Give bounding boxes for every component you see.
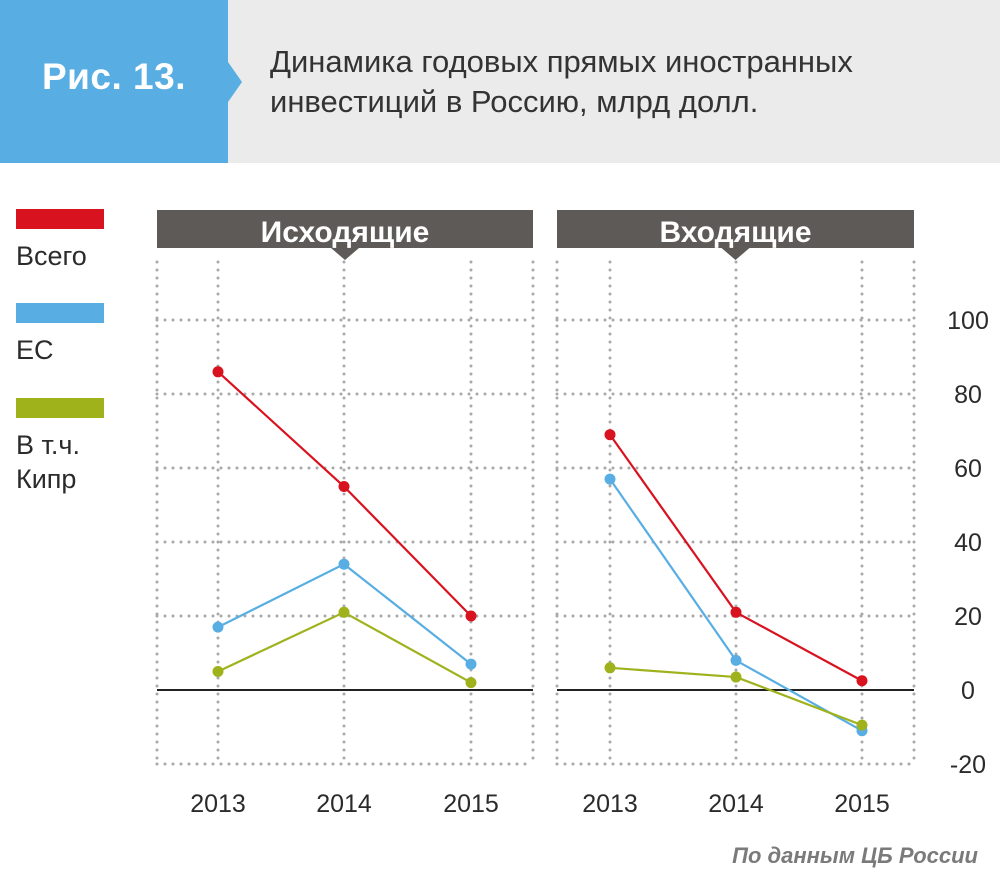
incoming-x-tick-label: 2014	[708, 790, 764, 818]
outgoing-x-tick-label: 2015	[443, 790, 499, 818]
incoming-y-tick-label: -20	[950, 751, 986, 779]
outgoing-point-total-2015	[465, 610, 477, 622]
incoming-y-tick-label: 0	[961, 677, 975, 705]
incoming-point-total-2013	[604, 429, 616, 441]
legend-label-cyprus-line-2: Кипр	[16, 464, 77, 494]
chart-title-line-1: Динамика годовых прямых иностранных	[270, 44, 853, 79]
incoming-point-cyprus-2015	[856, 719, 868, 731]
legend-swatch-eu	[16, 303, 104, 323]
chart-title-line-2: инвестиций в Россию, млрд долл.	[270, 84, 759, 119]
outgoing-point-eu-2015	[465, 658, 477, 670]
outgoing-point-cyprus-2013	[212, 666, 224, 677]
legend-label-eu: ЕС	[16, 333, 156, 367]
outgoing-point-total-2013	[212, 366, 224, 378]
outgoing-point-cyprus-2014	[338, 606, 350, 618]
incoming-point-total-2014	[730, 606, 742, 618]
incoming-y-tick-label: 40	[954, 529, 982, 557]
outgoing-x-tick-label: 2014	[316, 790, 372, 818]
incoming-point-eu-2014	[730, 654, 742, 666]
outgoing-point-cyprus-2015	[465, 677, 477, 689]
legend-label-cyprus-line-1: В т.ч.	[16, 430, 80, 460]
legend-label-total: Всего	[16, 239, 156, 273]
incoming-y-tick-label: 80	[954, 381, 982, 409]
incoming-y-tick-label: 20	[954, 603, 982, 631]
figure-badge: Рис. 13.	[0, 0, 228, 163]
outgoing-panel-header	[157, 210, 533, 260]
source-note: По данным ЦБ России	[732, 843, 978, 868]
incoming-point-cyprus-2013	[604, 662, 616, 674]
incoming-x-tick-label: 2013	[582, 790, 638, 818]
incoming-point-cyprus-2014	[730, 671, 742, 683]
legend-label-eu-line-1: ЕС	[16, 335, 54, 365]
incoming-panel-header	[557, 210, 914, 260]
legend-swatch-total	[16, 209, 104, 229]
figure-badge-arrow	[228, 62, 242, 102]
chart-title: Динамика годовых прямых иностранных инве…	[270, 42, 970, 122]
figure-label: Рис. 13.	[42, 56, 186, 97]
incoming-panel-title: Входящие	[659, 216, 811, 249]
incoming-point-eu-2013	[604, 473, 616, 485]
legend-swatch-cyprus	[16, 398, 104, 418]
outgoing-point-total-2014	[338, 481, 350, 492]
legend-label-cyprus: В т.ч. Кипр	[16, 428, 156, 496]
incoming-point-total-2015	[856, 675, 868, 687]
outgoing-point-eu-2014	[338, 558, 350, 570]
legend-label-total-line-1: Всего	[16, 241, 87, 271]
outgoing-point-eu-2013	[212, 621, 224, 633]
incoming-x-tick-label: 2015	[834, 790, 890, 818]
outgoing-panel-title: Исходящие	[261, 216, 430, 249]
incoming-y-tick-label: 60	[954, 455, 982, 483]
outgoing-x-tick-label: 2013	[190, 790, 246, 818]
incoming-y-tick-label: 100	[947, 307, 989, 335]
